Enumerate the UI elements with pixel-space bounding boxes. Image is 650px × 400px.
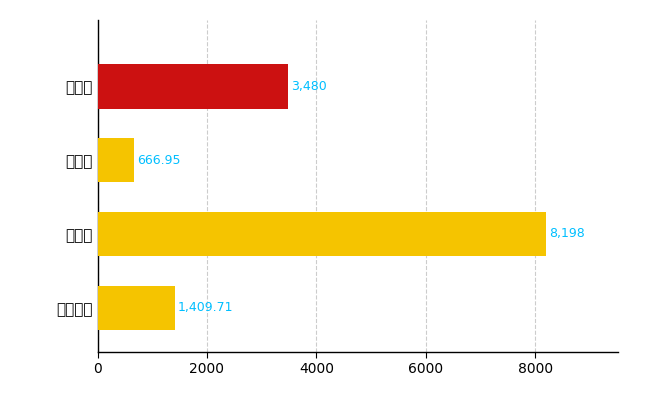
Bar [98,138,134,182]
Text: 3,480: 3,480 [291,80,327,93]
Bar [98,64,288,108]
Text: 666.95: 666.95 [137,154,181,167]
Bar [98,286,175,330]
Bar [98,212,546,256]
Text: 8,198: 8,198 [549,228,585,240]
Text: 1,409.71: 1,409.71 [178,301,233,314]
